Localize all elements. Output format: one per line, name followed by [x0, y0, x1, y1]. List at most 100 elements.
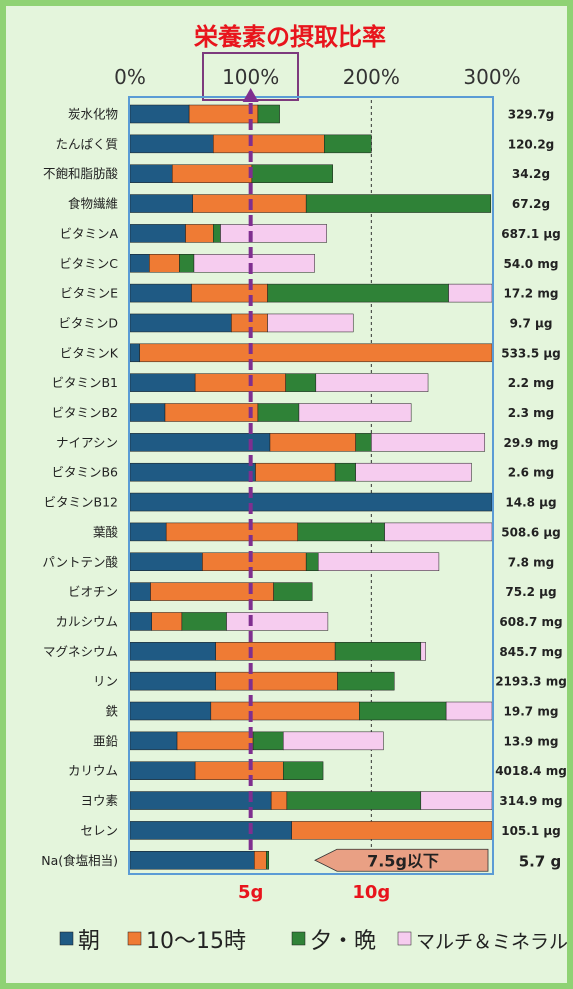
bar-segment — [215, 642, 336, 661]
bar-segment — [298, 403, 412, 422]
bar-segment — [273, 582, 313, 601]
bar-segment — [129, 552, 203, 571]
bar-segment — [210, 701, 360, 721]
category-label: ビタミンB12 — [44, 495, 118, 510]
bar-segment — [215, 671, 338, 691]
bar-segment — [185, 224, 214, 243]
amount-label: 5.7 g — [519, 852, 562, 870]
bar-segment — [267, 313, 354, 333]
category-label: ビタミンB1 — [51, 375, 118, 390]
legend-swatch — [59, 931, 74, 946]
bar-segment — [179, 254, 195, 273]
bar-segment — [129, 821, 292, 840]
category-label: ビタミンE — [60, 286, 118, 301]
bar-segment — [129, 731, 178, 751]
category-label: 鉄 — [105, 704, 118, 719]
na-scale-tick: 5g — [238, 882, 263, 903]
amount-label: 9.7 μg — [510, 316, 553, 330]
amount-label: 2.6 mg — [508, 466, 555, 480]
amount-label: 4018.4 mg — [495, 764, 567, 778]
bar-segment — [420, 642, 426, 661]
bar-segment — [129, 343, 140, 363]
category-label: ビタミンD — [58, 315, 118, 330]
bar-segment — [149, 254, 180, 273]
legend-label: 朝 — [78, 929, 100, 954]
bar-segment — [285, 373, 317, 392]
amount-label: 34.2g — [512, 167, 550, 181]
x-tick-label: 0% — [114, 65, 146, 89]
amount-label: 533.5 μg — [501, 346, 561, 360]
amount-label: 687.1 μg — [501, 227, 561, 241]
bar-segment — [213, 134, 325, 154]
bar-segment — [267, 283, 449, 303]
bar-segment — [220, 224, 327, 243]
bar-segment — [129, 254, 150, 273]
bar-segment — [129, 224, 186, 243]
bar-segment — [176, 731, 254, 751]
bar-segment — [129, 761, 196, 780]
bar-segment — [129, 313, 232, 333]
bar-segment — [181, 612, 227, 631]
amount-label: 17.2 mg — [504, 287, 559, 301]
bar-segment — [129, 373, 196, 392]
bar-segment — [191, 283, 268, 303]
amount-label: 845.7 mg — [499, 645, 562, 659]
bar-segment — [129, 612, 152, 631]
bar-segment — [129, 522, 167, 542]
category-label: ビタミンK — [60, 345, 119, 360]
bar-segment — [420, 791, 493, 810]
amount-label: 329.7g — [508, 108, 555, 122]
bar-segment — [371, 433, 486, 452]
bar-segment — [355, 462, 472, 482]
plot-border — [128, 96, 494, 875]
bar-segment — [445, 701, 493, 721]
bar-segment — [150, 582, 274, 601]
na-scale-tick: 10g — [352, 882, 390, 903]
bar-segment — [188, 104, 259, 124]
bar-segment — [129, 283, 192, 303]
bar-segment — [359, 701, 447, 721]
legend-label: 10〜15時 — [146, 929, 246, 954]
bar-segment — [129, 642, 216, 661]
category-label: ビタミンB6 — [51, 465, 118, 480]
bar-segment — [151, 612, 183, 631]
amount-label: 67.2g — [512, 197, 550, 211]
bar-segment — [164, 403, 259, 422]
amount-label: 54.0 mg — [504, 257, 559, 271]
bar-segment — [165, 522, 298, 542]
bar-segment — [129, 492, 493, 512]
bar-segment — [317, 552, 440, 571]
bar-segment — [297, 522, 385, 542]
bar-segment — [448, 283, 493, 303]
legend-label: マルチ＆ミネラル — [416, 931, 568, 953]
bar-segment — [129, 701, 212, 721]
bar-segment — [266, 851, 270, 870]
category-label: 食物繊維 — [68, 196, 118, 211]
category-label: カルシウム — [55, 614, 118, 629]
bar-segment — [129, 104, 190, 124]
amount-label: 19.7 mg — [504, 705, 559, 719]
bar-segment — [334, 642, 422, 661]
amount-label: 120.2g — [508, 137, 555, 151]
bar-segment — [257, 403, 300, 422]
legend-swatch — [127, 931, 142, 946]
category-label: マグネシウム — [43, 644, 118, 659]
category-label: ナイアシン — [56, 435, 118, 450]
bar-segment — [270, 791, 288, 810]
amount-label: 75.2 μg — [505, 585, 556, 599]
amount-label: 508.6 μg — [501, 525, 561, 539]
category-label: カリウム — [68, 763, 118, 778]
bar-segment — [384, 522, 493, 542]
amount-label: 13.9 mg — [504, 734, 559, 748]
bar-segment — [334, 462, 356, 482]
bar-segment — [305, 194, 492, 213]
amount-label: 314.9 mg — [499, 794, 562, 808]
legend-swatch — [397, 931, 412, 946]
category-label: セレン — [80, 823, 118, 838]
bar-segment — [194, 373, 286, 392]
bar-segment — [251, 164, 333, 183]
reference-arrow-head — [242, 88, 259, 102]
bar-segment — [282, 731, 384, 751]
bar-segment — [291, 821, 493, 840]
amount-label: 608.7 mg — [499, 615, 562, 629]
